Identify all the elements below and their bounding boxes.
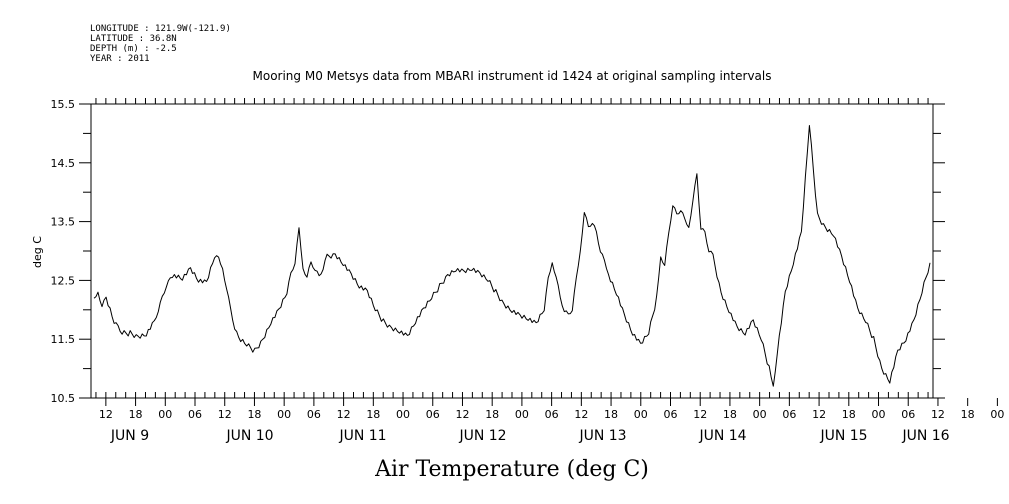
y-tick-label: 12.5	[51, 274, 76, 287]
x-day-label: JUN 11	[338, 428, 386, 444]
x-hour-label: 06	[545, 408, 559, 421]
y-tick-label: 10.5	[51, 392, 76, 405]
x-hour-label: 12	[812, 408, 826, 421]
x-hour-label: 00	[158, 408, 172, 421]
x-hour-label: 00	[396, 408, 410, 421]
x-hour-label: 00	[753, 408, 767, 421]
x-hour-label: 18	[961, 408, 975, 421]
plot-area: 10.5 11.5 12.5 13.5 14.5 15.5 12 18 00 06 12 18 00 06…	[51, 98, 1004, 444]
x-day-label: JUN 10	[225, 428, 273, 444]
x-hour-label: 18	[604, 408, 618, 421]
x-hour-label: 06	[307, 408, 321, 421]
y-tick-label: 14.5	[51, 157, 76, 170]
x-hour-label: 06	[426, 408, 440, 421]
y-tick-label: 13.5	[51, 216, 76, 229]
y-tick-label: 15.5	[51, 98, 76, 111]
y-tick-label: 11.5	[51, 333, 76, 346]
x-hour-label: 06	[782, 408, 796, 421]
x-hour-label: 18	[247, 408, 261, 421]
y-axis-label: deg C	[31, 236, 44, 268]
air-temperature-line	[93, 125, 931, 387]
x-hour-label: 00	[277, 408, 291, 421]
x-hour-label: 12	[574, 408, 588, 421]
meta-depth: DEPTH (m) : -2.5	[90, 44, 177, 54]
x-hour-label: 06	[188, 408, 202, 421]
x-hour-label: 12	[337, 408, 351, 421]
x-hour-label: 00	[634, 408, 648, 421]
x-hour-label: 00	[515, 408, 529, 421]
plot-frame	[90, 103, 934, 399]
x-day-label: JUN 16	[901, 428, 949, 444]
x-hour-label: 00	[872, 408, 886, 421]
x-day-label: JUN 15	[819, 428, 867, 444]
x-hour-label: 18	[366, 408, 380, 421]
x-hour-label: 18	[485, 408, 499, 421]
x-hour-label: 06	[901, 408, 915, 421]
x-hour-label: 00	[990, 408, 1004, 421]
meta-longitude: LONGITUDE : 121.9W(-121.9)	[90, 24, 231, 34]
x-hour-label: 12	[455, 408, 469, 421]
series-layer	[93, 125, 931, 387]
x-day-label: JUN 9	[110, 428, 149, 444]
x-day-label: JUN 12	[458, 428, 506, 444]
x-hour-label: 12	[218, 408, 232, 421]
x-hour-label: 18	[842, 408, 856, 421]
x-hour-label: 06	[663, 408, 677, 421]
chart-title: Mooring M0 Metsys data from MBARI instru…	[253, 69, 772, 83]
x-hour-label: 12	[693, 408, 707, 421]
x-day-label: JUN 14	[698, 428, 746, 444]
x-day-label: JUN 13	[578, 428, 626, 444]
x-hour-label: 12	[931, 408, 945, 421]
meta-year: YEAR : 2011	[90, 54, 150, 64]
x-hour-label: 12	[99, 408, 113, 421]
x-axis-label: Air Temperature (deg C)	[374, 457, 649, 482]
x-hour-label: 18	[129, 408, 143, 421]
meta-latitude: LATITUDE : 36.8N	[90, 34, 177, 44]
x-hour-label: 18	[723, 408, 737, 421]
